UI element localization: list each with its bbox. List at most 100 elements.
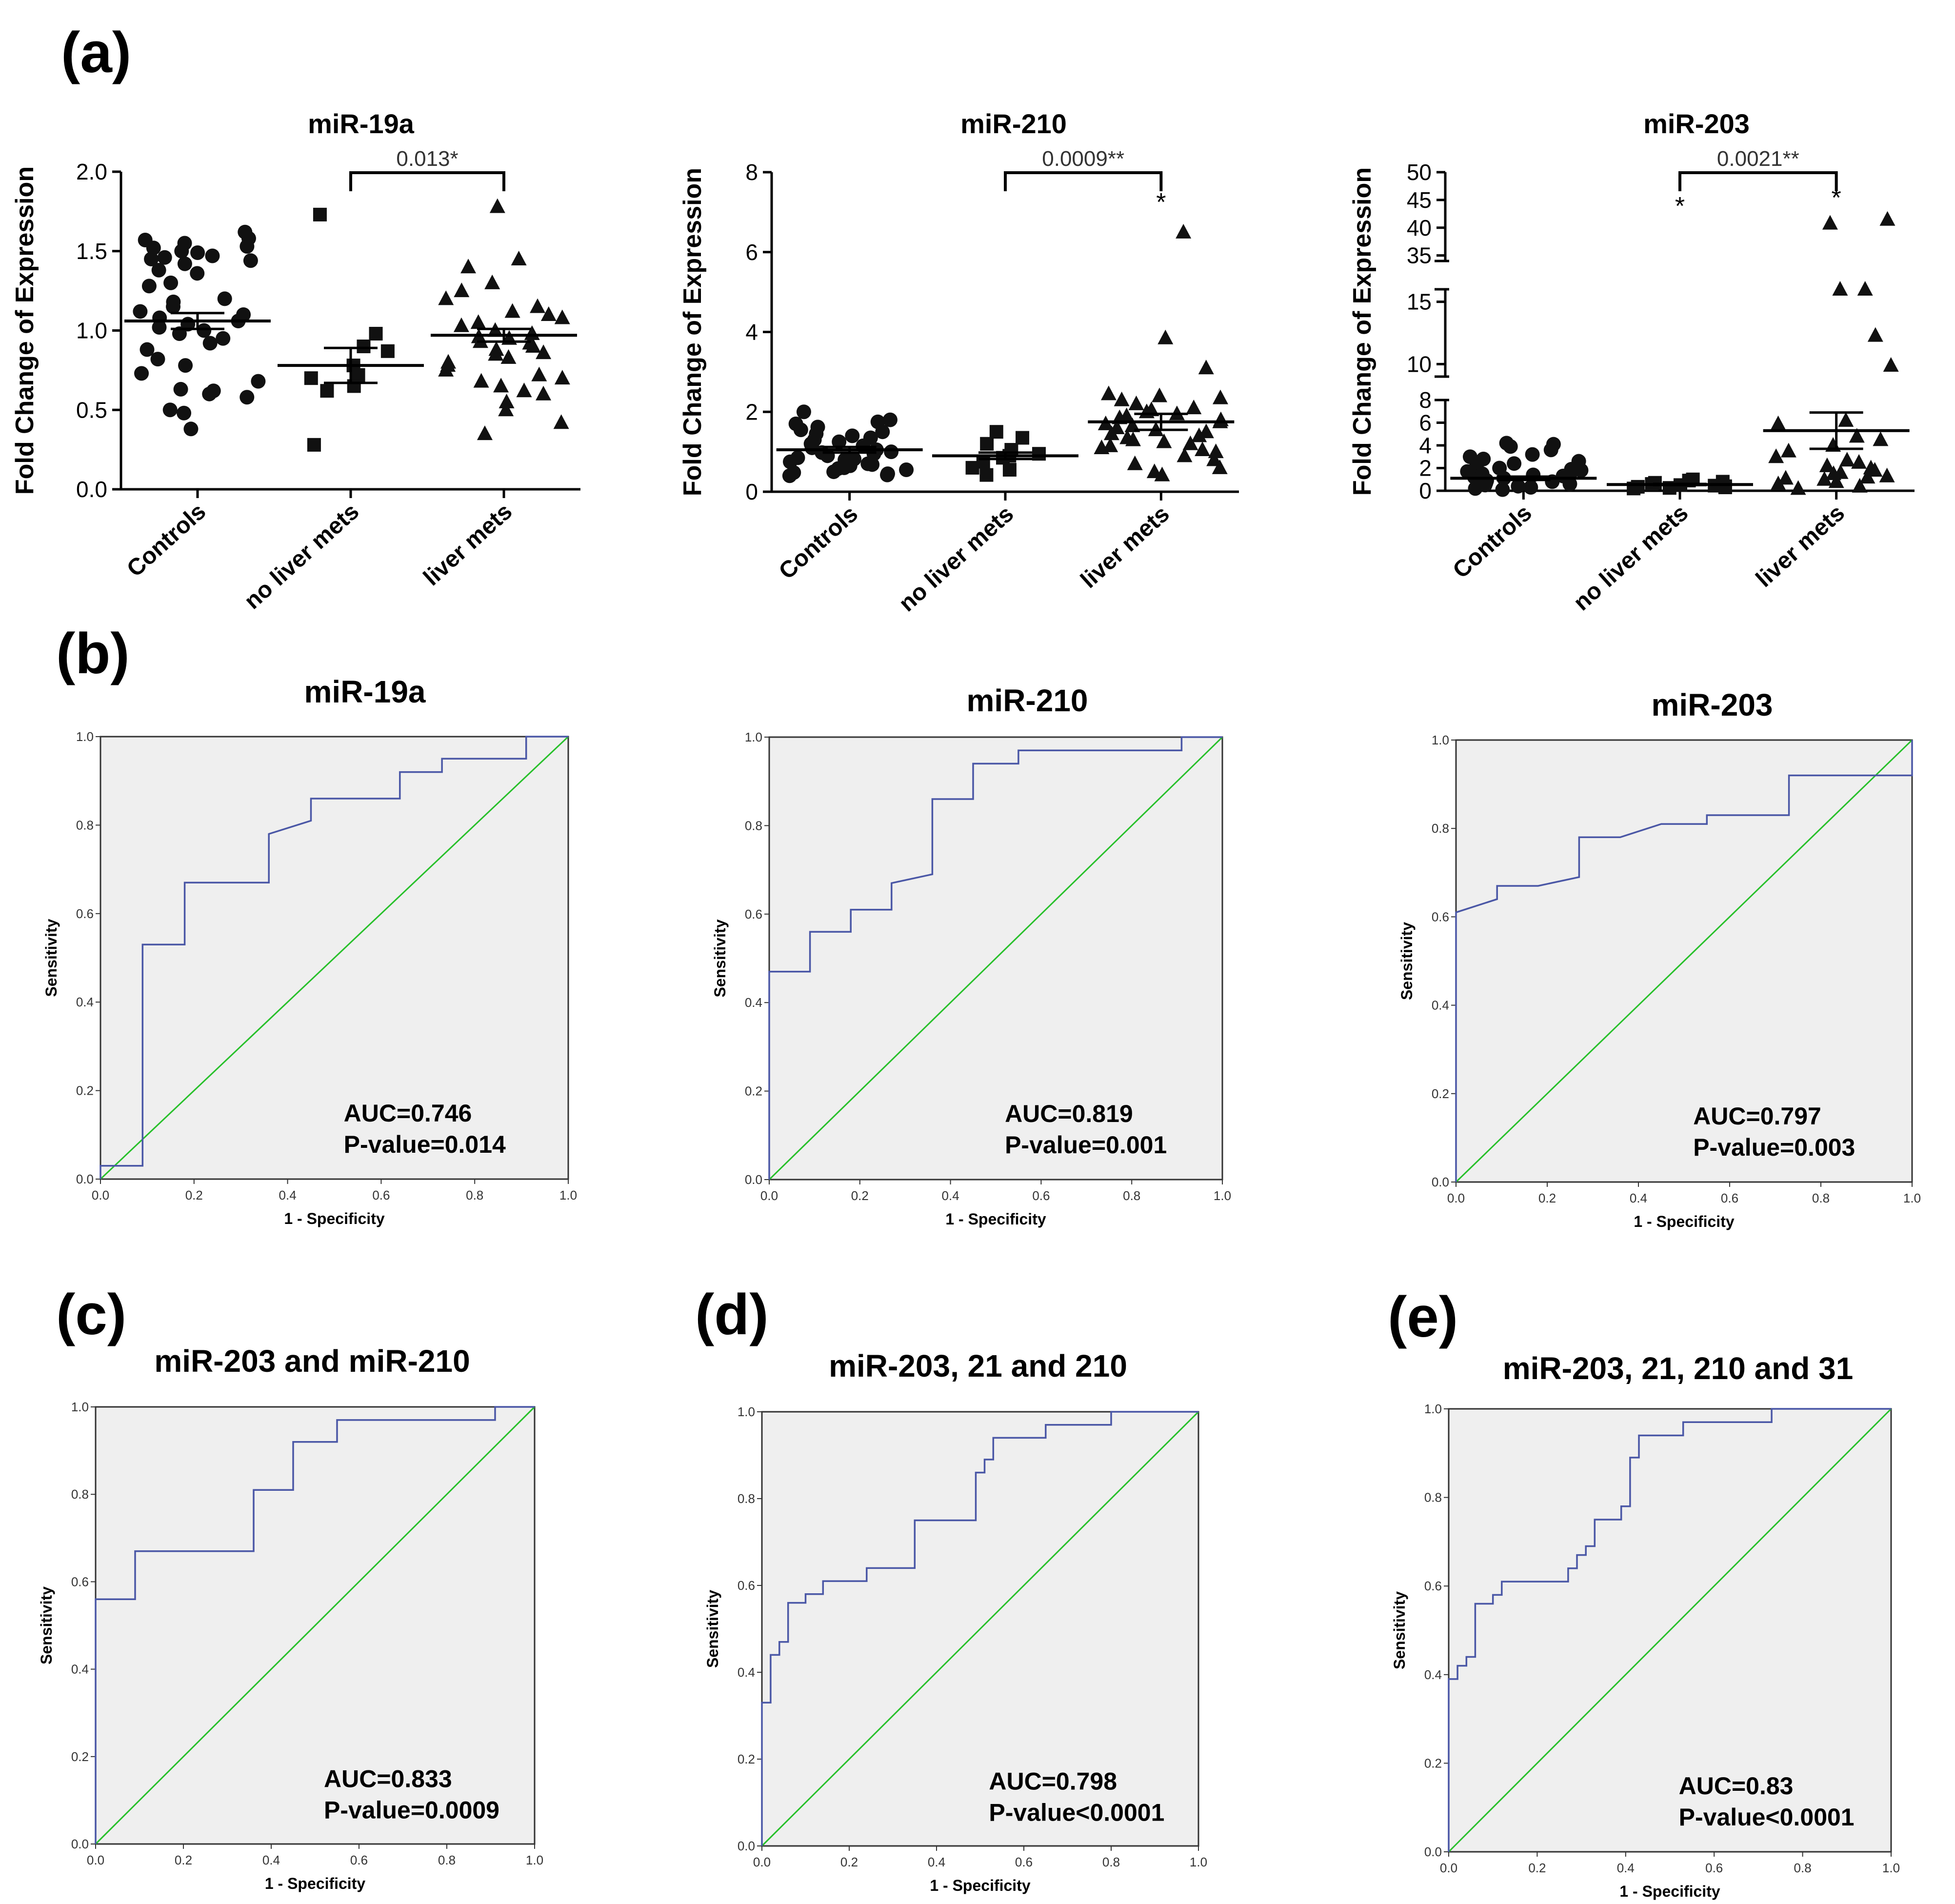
data-point [1154,466,1170,481]
y-tick-label: 40 [1407,215,1432,241]
data-point [1543,442,1558,458]
data-point [1177,447,1193,462]
data-point [1186,400,1202,415]
data-point [1718,481,1732,495]
y-tick-label: 0 [1419,478,1432,503]
data-point [484,274,500,289]
data-point [1851,454,1867,469]
y-tick-label: 0.0 [76,1172,94,1186]
x-tick-label: 0.0 [87,1853,104,1867]
data-point [796,404,811,420]
x-tick-label: 1.0 [559,1188,577,1203]
x-tick-label: 0.0 [92,1188,109,1203]
y-tick-label: 0.0 [71,1837,89,1851]
data-point [1867,462,1883,477]
x-tick-label: 0.0 [1440,1861,1457,1875]
data-point [1770,476,1786,491]
x-tick-label: 0.4 [928,1855,945,1869]
p-value-annotation: P-value=0.0009 [324,1797,499,1824]
data-point [1819,457,1835,472]
data-point [793,422,808,438]
y-axis-label: Sensitivity [38,1586,55,1664]
x-tick-label: 0.2 [175,1853,192,1867]
y-tick-label: 2 [745,399,758,424]
x-tick-label: 0.8 [466,1188,483,1203]
y-tick-label: 0.6 [738,1578,755,1593]
data-point [1152,387,1168,402]
data-point [369,327,383,341]
data-point [1125,431,1141,446]
roc-title: miR-203 [1652,687,1773,722]
data-point [1777,470,1794,485]
data-point [1873,431,1889,446]
data-point [1206,451,1222,466]
reference-diagonal [768,736,1223,1181]
x-tick-label: 0.6 [1705,1861,1723,1875]
y-tick-label: 2.0 [76,159,107,184]
data-point [1883,357,1899,372]
y-tick-label: 1.0 [745,730,762,744]
chart-title: miR-19a [308,108,415,139]
data-point [1816,471,1833,486]
data-point [1114,391,1130,406]
data-point [1124,417,1140,432]
data-point [177,256,192,271]
data-point [1495,482,1510,497]
data-point [477,425,493,441]
auc-annotation: AUC=0.83 [1679,1772,1794,1800]
data-point [1780,442,1796,458]
data-point [1832,281,1848,296]
auc-annotation: AUC=0.833 [324,1765,452,1793]
roc-title: miR-19a [304,674,426,709]
reference-diagonal [100,736,569,1180]
comparison-p-value: 0.013* [396,147,458,171]
y-axis-label: Sensitivity [711,919,729,997]
data-point [470,314,486,329]
data-point [190,245,205,261]
x-tick-label: 0.2 [851,1188,869,1203]
data-point [1016,431,1030,445]
data-point [1103,425,1119,441]
y-tick-label: 1.0 [738,1404,755,1419]
y-tick-label: 0.4 [1424,1667,1442,1682]
data-point [453,317,469,332]
data-point [1128,395,1144,410]
auc-annotation: AUC=0.797 [1693,1102,1821,1130]
data-point [1879,467,1895,482]
data-point [531,366,547,381]
data-point [488,346,504,361]
x-axis-label: 1 - Specificity [945,1210,1046,1228]
data-point [166,299,181,314]
data-point [553,414,569,429]
data-point [1867,327,1883,342]
y-tick-label: 6 [745,240,758,265]
y-tick-label: 0.8 [738,1491,755,1506]
y-axis-label: Sensitivity [1391,1591,1408,1669]
x-axis-label: 1 - Specificity [1619,1883,1720,1900]
significance-star: * [1832,184,1841,212]
y-tick-label: 15 [1407,289,1432,315]
x-tick-label: 0.8 [1102,1855,1120,1869]
significance-star: * [1675,192,1685,220]
reference-diagonal [1448,1408,1892,1853]
data-point [347,379,361,393]
data-point [1212,459,1228,474]
auc-annotation: AUC=0.746 [344,1100,472,1127]
data-point [205,248,220,263]
data-point [1100,385,1117,401]
data-point [965,461,979,475]
y-tick-label: 0 [745,479,758,504]
reference-diagonal [95,1406,536,1845]
data-point [980,437,994,451]
x-tick-label: 0.6 [1015,1855,1033,1869]
x-tick-label: 0.4 [1617,1861,1635,1875]
data-point [1822,215,1838,230]
y-tick-label: 0.6 [1424,1579,1442,1593]
data-point [875,424,890,440]
data-point [144,252,159,267]
x-tick-label: 0.0 [1447,1191,1465,1205]
y-tick-label: 1.0 [1424,1402,1442,1416]
x-tick-label: 0.0 [760,1188,778,1203]
data-point [1198,360,1214,375]
